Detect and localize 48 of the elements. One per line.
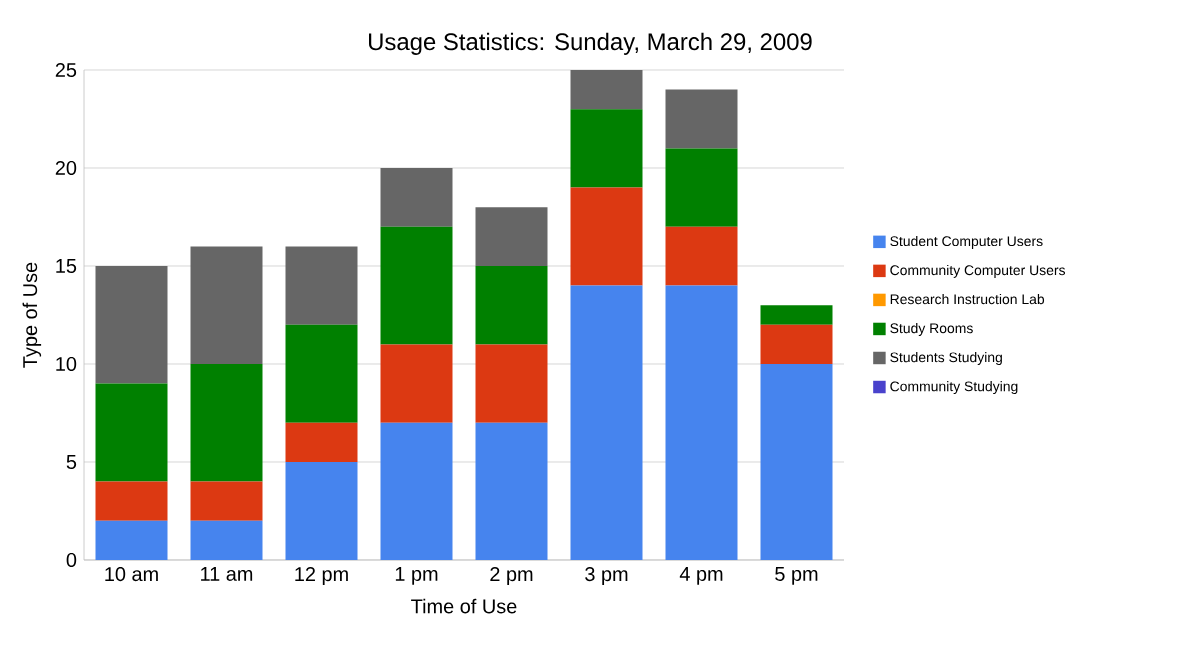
bar [285, 422, 358, 462]
x-tick-label: 12 pm [295, 567, 348, 586]
bar [475, 344, 548, 423]
y-tick-label: 10 [56, 356, 77, 372]
bar [285, 246, 358, 325]
bar [190, 246, 263, 364]
bar [570, 187, 643, 286]
bar [95, 265, 168, 384]
bar [570, 69, 643, 110]
bar [95, 520, 168, 560]
x-tick-label: 11 am [201, 567, 253, 581]
y-axis-title: Type of Use [22, 262, 42, 368]
bar [570, 109, 643, 188]
bar [285, 324, 358, 423]
y-tick-label: 0 [66, 552, 77, 568]
bar [665, 285, 738, 560]
bar [190, 481, 263, 521]
bar [190, 363, 263, 482]
bar [285, 462, 358, 560]
bar [760, 305, 833, 325]
bar [475, 207, 548, 266]
bar [665, 148, 738, 227]
bar [95, 383, 168, 482]
bar [380, 167, 453, 227]
bar [665, 89, 738, 149]
bar [570, 285, 643, 560]
y-tick-label: 15 [56, 259, 77, 273]
x-tick-label: 4 pm [679, 567, 723, 585]
bar [475, 265, 548, 345]
x-tick-label: 2 pm [490, 567, 533, 586]
x-axis-title: Time of Use [411, 598, 517, 614]
bar [380, 226, 453, 345]
bar [380, 344, 453, 423]
x-tick-label: 3 pm [585, 567, 628, 586]
x-tick-label: 10 am [105, 567, 158, 582]
y-tick-label: 25 [55, 62, 77, 78]
chart-title: Usage Statistics: Sunday, March 29, 2009 [369, 32, 812, 55]
bar [760, 324, 833, 364]
bar [190, 520, 263, 560]
x-tick-label: 5 pm [775, 567, 818, 585]
bar [760, 363, 833, 560]
x-tick-label: 1 pm [395, 567, 438, 585]
bar [475, 422, 548, 560]
bar [380, 422, 453, 560]
y-tick-label: 20 [55, 160, 77, 176]
y-tick-label: 5 [66, 455, 77, 469]
bar [665, 226, 738, 286]
bar [95, 481, 168, 521]
